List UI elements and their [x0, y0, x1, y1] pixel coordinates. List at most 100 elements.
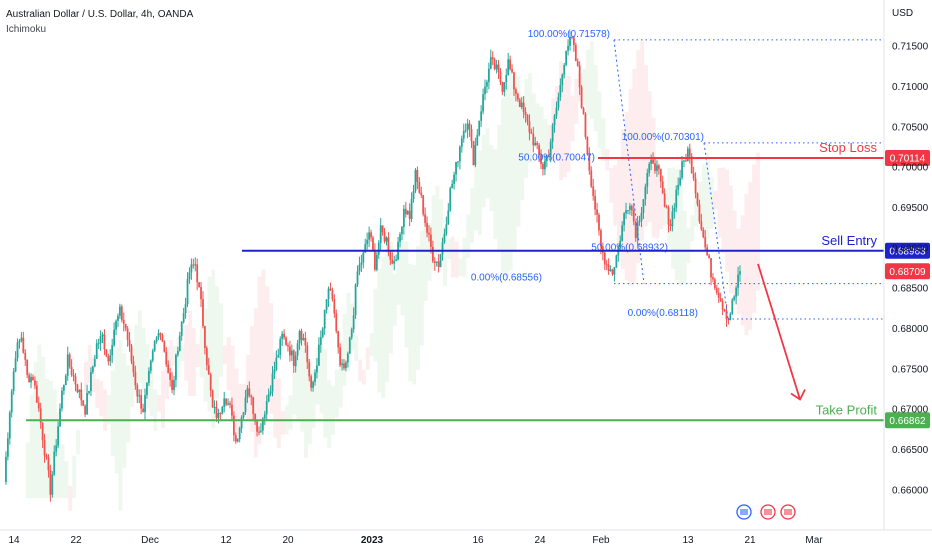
candle-body	[578, 65, 581, 88]
y-tick-label: 0.66000	[892, 485, 929, 496]
candle-body	[493, 59, 496, 70]
candle-body	[582, 107, 585, 114]
candle-body	[333, 299, 336, 314]
candle-body	[634, 221, 637, 239]
candle-body	[207, 365, 210, 375]
cloud-segment	[477, 150, 482, 236]
price-tag[interactable]	[885, 149, 930, 166]
cloud-segment	[559, 61, 563, 181]
candle-body	[144, 394, 146, 413]
candle-body	[64, 375, 67, 386]
candle-body	[39, 408, 42, 423]
cloud-segment	[103, 389, 107, 431]
cloud-segment	[435, 186, 440, 256]
candle-body	[474, 145, 477, 166]
cloud-segment	[304, 348, 308, 458]
candle-body	[281, 333, 284, 340]
down-arrow	[757, 263, 806, 401]
cloud-segment	[601, 117, 606, 162]
cloud-segment	[315, 347, 320, 405]
price-tag[interactable]	[885, 242, 930, 259]
cloud-segment	[145, 344, 150, 409]
cloud-segment	[91, 356, 96, 393]
candle-body	[540, 154, 542, 164]
candle-body	[72, 374, 75, 377]
current-price-tag[interactable]	[885, 263, 930, 280]
candle-body	[74, 376, 77, 385]
candle-body	[248, 388, 251, 396]
candle-body	[194, 264, 197, 266]
candle-body	[659, 168, 662, 182]
candle-body	[321, 328, 324, 338]
candle-body	[227, 403, 229, 405]
time-axis[interactable]: 14 22 Dec 12 20 2023 16 24 Feb 13 21 Mar	[0, 529, 932, 546]
candle-body	[306, 345, 309, 363]
cloud-segment	[516, 75, 521, 227]
candle-body	[317, 344, 320, 366]
candle-body	[341, 363, 343, 366]
candle-body	[395, 259, 398, 261]
event-icons[interactable]	[736, 504, 796, 520]
cloud-segment	[149, 365, 154, 417]
candle-body	[609, 269, 612, 272]
candle-body	[553, 115, 556, 126]
cloud-segment	[203, 308, 208, 402]
cloud-segment	[141, 327, 146, 393]
candle-body	[115, 320, 117, 330]
candle-body	[447, 210, 450, 225]
candle-body	[431, 246, 434, 262]
candle-body	[18, 340, 21, 343]
cloud-segment	[609, 167, 614, 203]
cloud-segment	[95, 378, 100, 409]
cloud-segment	[346, 292, 351, 371]
candle-body	[505, 75, 508, 83]
candle-body	[534, 142, 537, 146]
candle-body	[292, 350, 295, 367]
candle-body	[717, 292, 720, 299]
candle-body	[14, 358, 17, 372]
x-tick-label: 13	[682, 535, 694, 546]
candle-body	[424, 214, 427, 223]
y-tick-label: 0.69000	[892, 243, 929, 254]
y-tick-label: 0.70000	[892, 163, 929, 174]
candle-body	[147, 370, 150, 384]
y-tick-label: 0.70500	[892, 122, 929, 133]
cloud-segment	[582, 68, 587, 106]
candle-body	[43, 440, 46, 456]
candle-body	[468, 123, 471, 130]
candle-body	[439, 254, 442, 268]
cloud-segment	[701, 164, 706, 238]
candle-body	[362, 252, 365, 263]
candle-body	[721, 301, 724, 310]
cloud-segment	[744, 193, 749, 336]
fib-label: 50.00%(0.68932)	[591, 242, 668, 253]
candle-body	[683, 160, 685, 162]
cloud-segment	[311, 370, 316, 429]
candle-body	[441, 242, 444, 255]
candle-body	[516, 93, 519, 100]
candle-body	[669, 224, 672, 227]
candle-body	[28, 374, 31, 383]
cloud-segment	[678, 185, 683, 286]
cloud-segment	[122, 353, 127, 468]
candle-body	[358, 264, 361, 272]
price-tag[interactable]	[885, 412, 930, 429]
candle-body	[167, 364, 170, 373]
candle-body	[16, 342, 19, 359]
indicator-label[interactable]: Ichimoku	[6, 24, 47, 35]
candle-body	[22, 337, 25, 353]
candle-body	[385, 237, 388, 242]
candle-body	[91, 366, 94, 372]
event-flag-icon	[784, 509, 792, 515]
price-axis[interactable]: USD 0.71500 0.71000 0.70500 0.70000 0.69500 0.…	[883, 0, 929, 530]
candle-body	[433, 261, 436, 263]
candle-body	[275, 357, 278, 370]
candle-body	[130, 345, 133, 362]
candle-body	[134, 372, 137, 386]
candle-body	[449, 188, 452, 211]
candle-body	[592, 186, 595, 196]
cloud-segment	[76, 430, 80, 455]
candle-body	[663, 193, 666, 207]
cloud-segment	[431, 195, 436, 269]
